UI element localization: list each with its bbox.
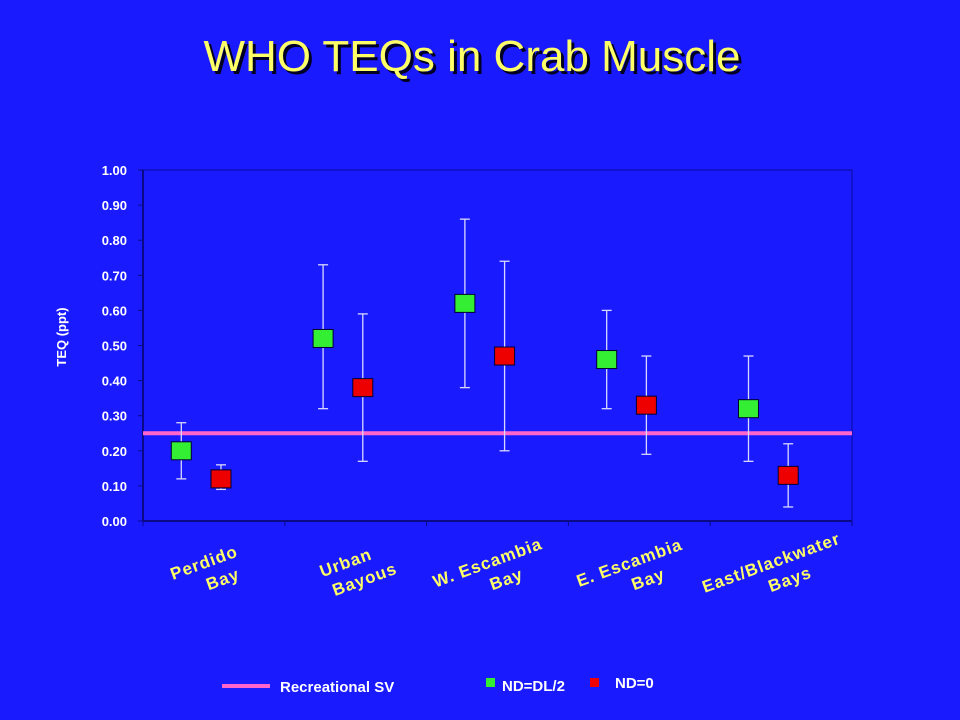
y-tick-label: 0.40 <box>102 374 127 389</box>
data-point <box>170 441 192 461</box>
category-label-line: E. Escambia <box>574 535 685 591</box>
y-tick-label: 0.00 <box>102 514 127 529</box>
y-tick-label: 0.60 <box>102 303 127 318</box>
data-point <box>454 293 476 313</box>
y-tick-label: 0.10 <box>102 479 127 494</box>
y-tick-label: 0.90 <box>102 198 127 213</box>
data-point <box>352 378 374 398</box>
chart-title: WHO TEQs in Crab Muscle <box>203 32 741 81</box>
legend-recreational-sv-label: Recreational SV <box>280 679 394 696</box>
data-point <box>596 350 618 370</box>
y-tick-label: 1.00 <box>102 163 127 178</box>
category-label-line: W. Escambia <box>430 534 545 591</box>
data-point <box>777 465 799 485</box>
data-point <box>210 469 232 489</box>
legend-nd-dl2-label: ND=DL/2 <box>502 678 565 695</box>
data-point <box>635 395 657 415</box>
y-tick-label: 0.80 <box>102 233 127 248</box>
plot-frame <box>142 169 853 522</box>
y-tick-label: 0.20 <box>102 444 127 459</box>
legend-nd-dl2-swatch <box>486 678 495 687</box>
y-tick-label: 0.70 <box>102 268 127 283</box>
y-tick-label: 0.30 <box>102 409 127 424</box>
y-tick-label: 0.50 <box>102 339 127 354</box>
legend-nd0-swatch <box>590 678 599 687</box>
legend-nd0-label: ND=0 <box>615 675 654 692</box>
data-point <box>312 328 334 348</box>
y-axis-label: TEQ (ppt) <box>54 307 69 366</box>
data-point <box>494 346 516 366</box>
data-point <box>737 399 759 419</box>
